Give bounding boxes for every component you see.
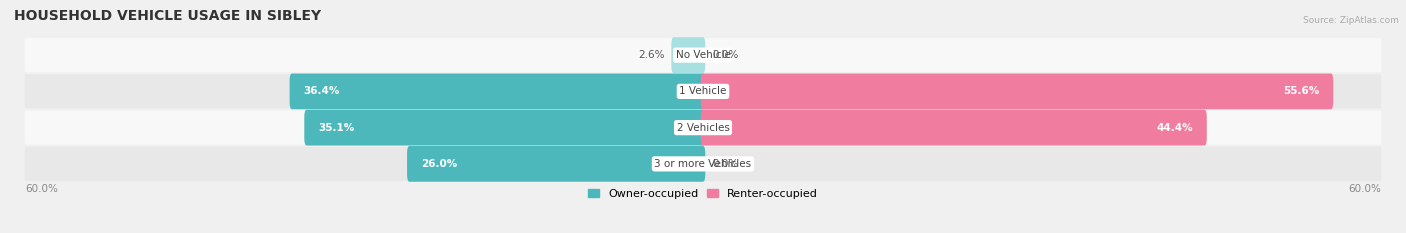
Text: No Vehicle: No Vehicle <box>675 50 731 60</box>
Text: 44.4%: 44.4% <box>1157 123 1194 133</box>
Text: 55.6%: 55.6% <box>1284 86 1320 96</box>
Text: 1 Vehicle: 1 Vehicle <box>679 86 727 96</box>
FancyBboxPatch shape <box>25 147 1381 181</box>
Text: 26.0%: 26.0% <box>420 159 457 169</box>
Text: 2.6%: 2.6% <box>638 50 665 60</box>
Text: 0.0%: 0.0% <box>711 50 738 60</box>
FancyBboxPatch shape <box>408 146 706 182</box>
Text: Source: ZipAtlas.com: Source: ZipAtlas.com <box>1303 16 1399 25</box>
FancyBboxPatch shape <box>290 74 706 109</box>
FancyBboxPatch shape <box>25 74 1381 108</box>
Text: HOUSEHOLD VEHICLE USAGE IN SIBLEY: HOUSEHOLD VEHICLE USAGE IN SIBLEY <box>14 9 321 23</box>
FancyBboxPatch shape <box>25 111 1381 145</box>
Text: 60.0%: 60.0% <box>1348 184 1381 194</box>
FancyBboxPatch shape <box>700 110 1206 145</box>
Text: 0.0%: 0.0% <box>711 159 738 169</box>
Text: 35.1%: 35.1% <box>318 123 354 133</box>
Text: 60.0%: 60.0% <box>25 184 58 194</box>
FancyBboxPatch shape <box>304 110 706 145</box>
Text: 2 Vehicles: 2 Vehicles <box>676 123 730 133</box>
FancyBboxPatch shape <box>671 37 706 73</box>
FancyBboxPatch shape <box>25 38 1381 72</box>
FancyBboxPatch shape <box>700 74 1333 109</box>
Text: 36.4%: 36.4% <box>304 86 340 96</box>
Legend: Owner-occupied, Renter-occupied: Owner-occupied, Renter-occupied <box>588 188 818 199</box>
Text: 3 or more Vehicles: 3 or more Vehicles <box>654 159 752 169</box>
